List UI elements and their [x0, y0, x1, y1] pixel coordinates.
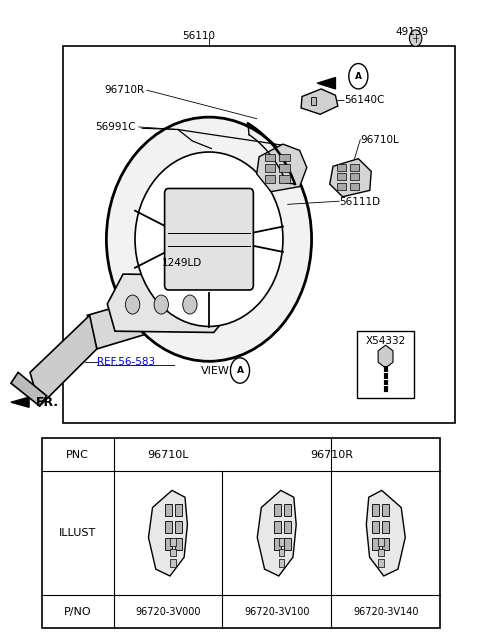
Text: 1249LD: 1249LD	[162, 258, 202, 268]
Polygon shape	[11, 397, 29, 407]
Text: FR.: FR.	[36, 396, 59, 409]
Text: 96710L: 96710L	[147, 450, 189, 459]
Bar	[378, 559, 384, 566]
Text: ILLUST: ILLUST	[59, 528, 96, 538]
Text: 56111D: 56111D	[339, 197, 380, 208]
Bar	[170, 559, 176, 566]
Bar	[350, 173, 360, 180]
FancyBboxPatch shape	[165, 189, 253, 290]
Text: 56140C: 56140C	[344, 96, 384, 105]
Polygon shape	[11, 373, 47, 406]
Polygon shape	[311, 97, 316, 105]
Text: VIEW: VIEW	[201, 366, 230, 375]
Bar	[382, 504, 389, 516]
Polygon shape	[87, 299, 152, 349]
Bar	[279, 538, 285, 546]
Text: 96710R: 96710R	[104, 85, 144, 95]
Bar	[265, 175, 276, 183]
Bar	[378, 548, 384, 556]
Bar	[175, 521, 182, 533]
Polygon shape	[301, 89, 338, 114]
Bar	[170, 538, 176, 546]
Text: A: A	[355, 72, 362, 81]
Bar	[382, 538, 389, 550]
Text: 96720-3V140: 96720-3V140	[353, 606, 419, 617]
Polygon shape	[366, 490, 405, 576]
Bar	[350, 183, 360, 190]
Text: 96710R: 96710R	[310, 450, 353, 459]
Bar	[372, 504, 379, 516]
Text: X54332: X54332	[365, 336, 406, 346]
Polygon shape	[108, 274, 229, 333]
Text: 49139: 49139	[395, 27, 428, 37]
Bar	[350, 164, 360, 171]
Polygon shape	[330, 159, 371, 197]
Bar	[265, 164, 276, 172]
Bar	[175, 504, 182, 516]
Bar	[337, 173, 347, 180]
Text: PNC: PNC	[66, 450, 89, 459]
Bar	[284, 521, 291, 533]
Bar	[165, 521, 172, 533]
Bar	[372, 521, 379, 533]
Ellipse shape	[135, 152, 283, 326]
Bar	[337, 183, 347, 190]
Bar	[165, 538, 172, 550]
Bar	[265, 154, 276, 161]
Text: A: A	[237, 366, 243, 375]
Text: 96720-3V100: 96720-3V100	[244, 606, 310, 617]
Bar	[279, 164, 289, 172]
Bar	[42, 438, 441, 628]
Bar	[274, 521, 281, 533]
Circle shape	[349, 64, 368, 89]
Text: 96720-3V000: 96720-3V000	[135, 606, 201, 617]
Circle shape	[230, 358, 250, 383]
Bar	[284, 504, 291, 516]
Bar	[378, 538, 384, 546]
Bar	[279, 559, 285, 566]
Polygon shape	[30, 315, 97, 406]
Bar	[279, 548, 285, 556]
Ellipse shape	[125, 295, 140, 314]
Bar	[284, 538, 291, 550]
Bar	[274, 538, 281, 550]
Text: REF.56-583: REF.56-583	[97, 357, 155, 367]
Bar	[279, 154, 289, 161]
Polygon shape	[257, 490, 296, 576]
Bar	[372, 538, 379, 550]
Polygon shape	[148, 490, 187, 576]
Polygon shape	[257, 144, 307, 192]
Bar	[382, 521, 389, 533]
Ellipse shape	[154, 295, 168, 314]
Bar	[170, 548, 176, 556]
Bar	[165, 504, 172, 516]
Bar	[279, 175, 289, 183]
Bar	[63, 46, 455, 423]
Text: 56991C: 56991C	[95, 122, 135, 132]
Ellipse shape	[107, 117, 312, 361]
Text: P/NO: P/NO	[64, 606, 92, 617]
Text: 56110: 56110	[182, 31, 215, 41]
Bar	[175, 538, 182, 550]
Polygon shape	[317, 78, 336, 89]
Ellipse shape	[183, 295, 197, 314]
Bar	[337, 164, 347, 171]
Bar	[357, 331, 414, 397]
Bar	[274, 504, 281, 516]
Text: 96710L: 96710L	[360, 134, 399, 145]
Polygon shape	[378, 345, 393, 368]
Circle shape	[409, 30, 422, 47]
